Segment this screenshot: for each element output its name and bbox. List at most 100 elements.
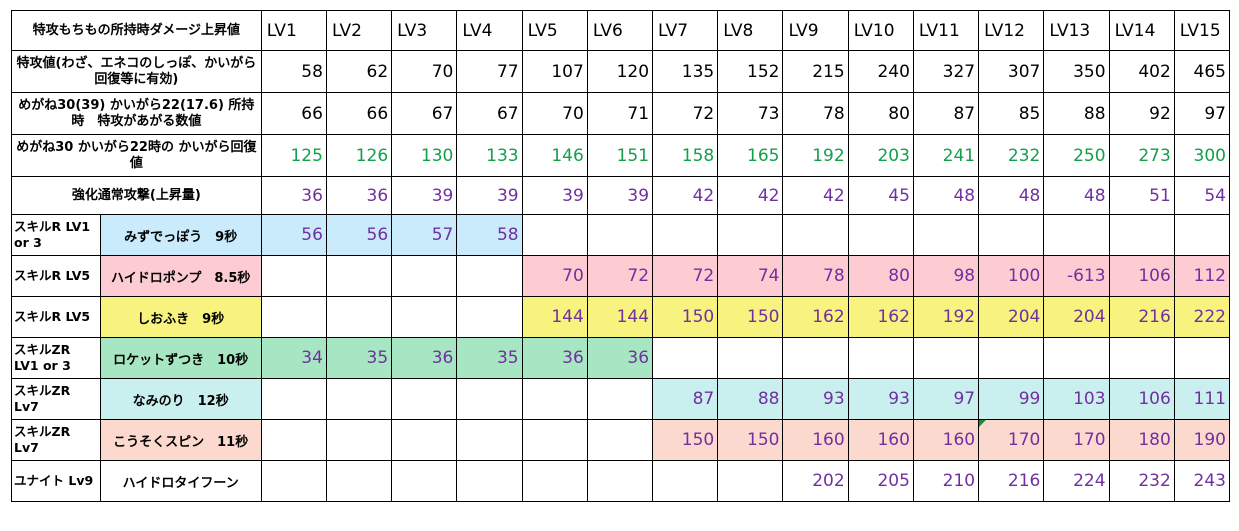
stat-value-cell[interactable]: 73 <box>717 92 784 135</box>
skill-prefix-cell[interactable]: スキルR LV5 <box>11 255 101 297</box>
stat-value-cell[interactable]: 126 <box>325 134 393 177</box>
empty-cell[interactable] <box>912 337 980 379</box>
stat-value-cell[interactable]: 70 <box>521 92 588 135</box>
level-header-cell[interactable]: LV3 <box>391 10 458 51</box>
skill-value-cell[interactable]: 222 <box>1173 296 1231 338</box>
stat-value-cell[interactable]: 165 <box>717 134 784 177</box>
empty-cell[interactable] <box>325 296 393 338</box>
skill-value-cell[interactable]: 224 <box>1043 460 1110 502</box>
stat-value-cell[interactable]: 42 <box>717 176 784 215</box>
empty-cell[interactable] <box>521 460 588 502</box>
stat-value-cell[interactable]: 39 <box>391 176 458 215</box>
stat-value-cell[interactable]: 36 <box>325 176 393 215</box>
skill-value-cell[interactable]: 93 <box>847 378 914 420</box>
skill-value-cell[interactable]: 160 <box>847 419 914 461</box>
stat-value-cell[interactable]: 120 <box>586 50 654 93</box>
stat-label-cell[interactable]: めがね30 かいがら22時の かいがら回復値 <box>11 134 262 177</box>
skill-value-cell[interactable]: 36 <box>586 337 654 379</box>
stat-label-cell[interactable]: 強化通常攻撃(上昇量) <box>11 176 262 215</box>
skill-value-cell[interactable]: 57 <box>391 214 458 256</box>
stat-value-cell[interactable]: 58 <box>260 50 327 93</box>
empty-cell[interactable] <box>521 378 588 420</box>
skill-name-cell[interactable]: こうそくスピン 11秒 <box>99 419 262 461</box>
stat-value-cell[interactable]: 92 <box>1108 92 1175 135</box>
stat-value-cell[interactable]: 80 <box>847 92 914 135</box>
stat-value-cell[interactable]: 42 <box>652 176 719 215</box>
skill-value-cell[interactable]: 72 <box>586 255 654 297</box>
skill-value-cell[interactable]: 150 <box>652 419 719 461</box>
stat-value-cell[interactable]: 71 <box>586 92 654 135</box>
level-header-cell[interactable]: LV10 <box>847 10 914 51</box>
stat-value-cell[interactable]: 85 <box>978 92 1045 135</box>
stat-value-cell[interactable]: 39 <box>456 176 523 215</box>
skill-name-cell[interactable]: ハイドロポンプ 8.5秒 <box>99 255 262 297</box>
stat-value-cell[interactable]: 78 <box>782 92 849 135</box>
skill-value-cell[interactable]: 93 <box>782 378 849 420</box>
empty-cell[interactable] <box>325 460 393 502</box>
skill-value-cell[interactable]: 144 <box>586 296 654 338</box>
skill-value-cell[interactable]: 72 <box>652 255 719 297</box>
skill-value-cell[interactable]: 160 <box>912 419 980 461</box>
skill-value-cell[interactable]: 87 <box>652 378 719 420</box>
stat-value-cell[interactable]: 203 <box>847 134 914 177</box>
empty-cell[interactable] <box>717 214 784 256</box>
skill-value-cell[interactable]: 162 <box>847 296 914 338</box>
empty-cell[interactable] <box>1173 214 1231 256</box>
empty-cell[interactable] <box>260 296 327 338</box>
skill-value-cell[interactable]: 100 <box>978 255 1045 297</box>
skill-value-cell[interactable]: 204 <box>1043 296 1110 338</box>
stat-value-cell[interactable]: 300 <box>1173 134 1231 177</box>
empty-cell[interactable] <box>260 419 327 461</box>
skill-value-cell[interactable]: -613 <box>1043 255 1110 297</box>
level-header-cell[interactable]: LV9 <box>782 10 849 51</box>
skill-value-cell[interactable]: 70 <box>521 255 588 297</box>
stat-value-cell[interactable]: 130 <box>391 134 458 177</box>
empty-cell[interactable] <box>1173 337 1231 379</box>
stat-value-cell[interactable]: 133 <box>456 134 523 177</box>
table-title-cell[interactable]: 特攻もちもの所持時ダメージ上昇値 <box>11 10 262 51</box>
stat-value-cell[interactable]: 48 <box>912 176 980 215</box>
skill-value-cell[interactable]: 232 <box>1108 460 1175 502</box>
skill-value-cell[interactable]: 243 <box>1173 460 1231 502</box>
level-header-cell[interactable]: LV11 <box>912 10 980 51</box>
stat-value-cell[interactable]: 465 <box>1173 50 1231 93</box>
empty-cell[interactable] <box>456 296 523 338</box>
skill-name-cell[interactable]: みずでっぽう 9秒 <box>99 214 262 256</box>
empty-cell[interactable] <box>260 255 327 297</box>
stat-value-cell[interactable]: 66 <box>260 92 327 135</box>
skill-value-cell[interactable]: 36 <box>391 337 458 379</box>
stat-value-cell[interactable]: 88 <box>1043 92 1110 135</box>
empty-cell[interactable] <box>521 419 588 461</box>
skill-prefix-cell[interactable]: スキルR LV5 <box>11 296 101 338</box>
skill-prefix-cell[interactable]: ユナイト Lv9 <box>11 460 101 502</box>
stat-value-cell[interactable]: 70 <box>391 50 458 93</box>
skill-value-cell[interactable]: 106 <box>1108 255 1175 297</box>
stat-value-cell[interactable]: 192 <box>782 134 849 177</box>
empty-cell[interactable] <box>912 214 980 256</box>
skill-value-cell[interactable]: 190 <box>1173 419 1231 461</box>
empty-cell[interactable] <box>652 337 719 379</box>
empty-cell[interactable] <box>782 337 849 379</box>
stat-value-cell[interactable]: 87 <box>912 92 980 135</box>
skill-value-cell[interactable]: 98 <box>912 255 980 297</box>
level-header-cell[interactable]: LV4 <box>456 10 523 51</box>
empty-cell[interactable] <box>456 255 523 297</box>
stat-value-cell[interactable]: 66 <box>325 92 393 135</box>
skill-value-cell[interactable]: 112 <box>1173 255 1231 297</box>
stat-value-cell[interactable]: 152 <box>717 50 784 93</box>
stat-value-cell[interactable]: 39 <box>586 176 654 215</box>
skill-value-cell[interactable]: 88 <box>717 378 784 420</box>
stat-label-cell[interactable]: 特攻値(わざ、エネコのしっぽ、かいがら回復等に有効) <box>11 50 262 93</box>
skill-value-cell[interactable]: 216 <box>1108 296 1175 338</box>
skill-value-cell[interactable]: 36 <box>521 337 588 379</box>
stat-value-cell[interactable]: 125 <box>260 134 327 177</box>
stat-value-cell[interactable]: 51 <box>1108 176 1175 215</box>
skill-value-cell[interactable]: 202 <box>782 460 849 502</box>
level-header-cell[interactable]: LV6 <box>586 10 654 51</box>
skill-value-cell[interactable]: 162 <box>782 296 849 338</box>
empty-cell[interactable] <box>652 460 719 502</box>
empty-cell[interactable] <box>391 378 458 420</box>
empty-cell[interactable] <box>391 460 458 502</box>
skill-value-cell[interactable]: 99 <box>978 378 1045 420</box>
skill-name-cell[interactable]: ロケットずつき 10秒 <box>99 337 262 379</box>
